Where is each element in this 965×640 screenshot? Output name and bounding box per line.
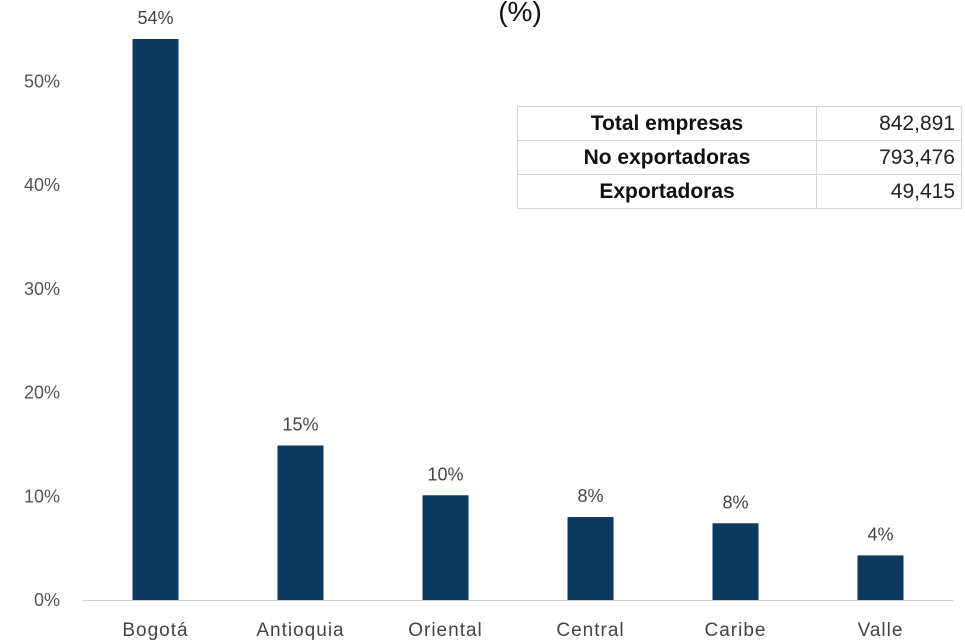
summary-label: Exportadoras — [517, 174, 817, 209]
summary-table: Total empresas 842,891 No exportadoras 7… — [517, 106, 962, 209]
category-label: Bogotá — [122, 620, 188, 640]
y-tick-label: 50% — [24, 72, 60, 92]
y-tick-label: 10% — [24, 486, 60, 506]
summary-value: 793,476 — [816, 140, 962, 175]
bar-value-label: 10% — [427, 464, 463, 484]
bar-value-label: 8% — [577, 486, 603, 506]
bar-value-label: 4% — [867, 524, 893, 544]
chart-title: (%) — [498, 0, 542, 27]
summary-value: 49,415 — [816, 174, 962, 209]
summary-value: 842,891 — [816, 106, 962, 141]
summary-row-no-exportadoras: No exportadoras 793,476 — [517, 140, 962, 175]
category-label: Central — [556, 620, 624, 640]
y-tick-label: 0% — [34, 590, 60, 610]
summary-label: No exportadoras — [517, 140, 817, 175]
y-tick-label: 40% — [24, 175, 60, 195]
bar — [712, 523, 759, 600]
category-label: Caribe — [705, 620, 767, 640]
summary-label: Total empresas — [517, 106, 817, 141]
bar — [857, 555, 904, 600]
bar-value-label: 15% — [282, 414, 318, 434]
category-label: Valle — [858, 620, 904, 640]
bar — [567, 517, 614, 600]
summary-row-total: Total empresas 842,891 — [517, 106, 962, 141]
bar — [422, 495, 469, 600]
summary-row-exportadoras: Exportadoras 49,415 — [517, 174, 962, 209]
y-tick-label: 30% — [24, 279, 60, 299]
category-label: Antioquia — [256, 620, 344, 640]
bar-value-label: 54% — [137, 8, 173, 28]
bar — [132, 38, 179, 600]
y-tick-label: 20% — [24, 383, 60, 403]
bar — [277, 445, 324, 600]
category-label: Oriental — [408, 620, 483, 640]
bar-value-label: 8% — [722, 492, 748, 512]
